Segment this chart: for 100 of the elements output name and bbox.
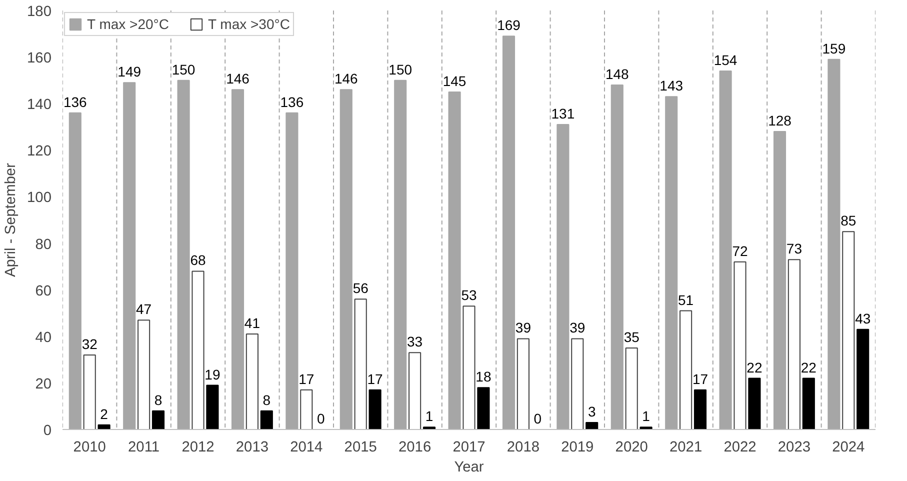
bar bbox=[788, 259, 800, 430]
legend-label: T max >30°C bbox=[208, 16, 290, 32]
bar bbox=[556, 124, 570, 430]
y-tick-label: 80 bbox=[35, 236, 52, 253]
bar bbox=[152, 410, 165, 430]
x-tick-label: 2023 bbox=[778, 440, 811, 456]
x-tick-label: 2022 bbox=[724, 440, 756, 456]
bar bbox=[856, 328, 870, 430]
data-label: 8 bbox=[262, 392, 271, 408]
bar bbox=[340, 89, 352, 430]
data-label: 73 bbox=[786, 240, 802, 257]
data-label: 143 bbox=[660, 78, 684, 94]
data-label: 1 bbox=[642, 408, 650, 424]
data-label: 136 bbox=[280, 94, 304, 110]
x-tick-label: 2024 bbox=[832, 440, 865, 456]
bar bbox=[192, 270, 204, 430]
bar bbox=[138, 320, 150, 430]
x-tick-label: 2011 bbox=[128, 440, 160, 456]
data-label: 8 bbox=[154, 392, 162, 408]
bar bbox=[828, 58, 840, 430]
x-tick-label: 2013 bbox=[236, 440, 269, 456]
data-label: 22 bbox=[800, 359, 817, 376]
bar bbox=[773, 131, 786, 430]
bar bbox=[368, 389, 382, 430]
y-tick-label: 160 bbox=[27, 50, 52, 67]
data-label: 72 bbox=[732, 242, 748, 259]
data-label: 136 bbox=[63, 94, 88, 110]
data-label: 53 bbox=[461, 287, 477, 304]
data-label: 39 bbox=[570, 320, 586, 336]
bar bbox=[354, 298, 367, 430]
data-label: 159 bbox=[822, 40, 846, 56]
bar bbox=[734, 261, 746, 430]
data-label: 18 bbox=[476, 368, 492, 385]
bar bbox=[68, 112, 82, 430]
data-label: 154 bbox=[714, 52, 738, 68]
x-tick-label: 2010 bbox=[73, 440, 106, 456]
bar bbox=[748, 378, 761, 430]
data-label: 17 bbox=[367, 370, 384, 387]
bar bbox=[206, 384, 219, 430]
x-tick-label: 2018 bbox=[506, 440, 540, 456]
bar bbox=[123, 82, 136, 430]
x-tick-label: 2015 bbox=[344, 440, 377, 456]
data-label: 1 bbox=[425, 408, 434, 424]
bar bbox=[177, 80, 190, 430]
y-tick-label: 100 bbox=[27, 190, 52, 206]
bar bbox=[625, 348, 638, 430]
bar bbox=[516, 338, 530, 430]
x-tick-label: 2019 bbox=[561, 440, 594, 456]
bar bbox=[802, 378, 815, 430]
data-label: 51 bbox=[678, 292, 694, 308]
bar bbox=[694, 389, 707, 430]
y-tick-label: 180 bbox=[27, 4, 52, 20]
data-label: 0 bbox=[534, 410, 542, 426]
data-label: 2 bbox=[100, 406, 108, 422]
y-axis-title: April - September bbox=[3, 162, 20, 278]
bar bbox=[610, 84, 624, 430]
data-label: 0 bbox=[316, 410, 325, 426]
y-tick-label: 20 bbox=[35, 376, 52, 392]
data-label: 47 bbox=[136, 301, 152, 318]
data-label: 17 bbox=[298, 370, 314, 387]
bar bbox=[719, 70, 732, 430]
bar bbox=[448, 91, 461, 430]
data-label: 43 bbox=[855, 310, 871, 326]
data-label: 22 bbox=[746, 359, 762, 376]
data-label: 85 bbox=[840, 212, 856, 229]
y-tick-label: 120 bbox=[27, 144, 52, 160]
data-label: 128 bbox=[768, 112, 792, 129]
bar bbox=[300, 389, 313, 430]
data-label: 145 bbox=[442, 72, 466, 89]
bar bbox=[680, 310, 692, 430]
bar bbox=[571, 338, 584, 430]
x-tick-label: 2020 bbox=[615, 440, 648, 456]
data-label: 56 bbox=[352, 280, 369, 296]
bar bbox=[246, 334, 258, 430]
data-label: 19 bbox=[204, 366, 220, 382]
bar bbox=[462, 306, 476, 430]
data-label: 150 bbox=[388, 61, 412, 78]
y-tick-label: 140 bbox=[27, 97, 52, 114]
data-label: 150 bbox=[172, 61, 196, 78]
bar bbox=[502, 36, 516, 430]
data-label: 39 bbox=[515, 320, 532, 336]
x-tick-label: 2014 bbox=[290, 440, 323, 456]
data-label: 169 bbox=[497, 17, 521, 34]
y-tick-label: 60 bbox=[35, 283, 52, 300]
bar bbox=[83, 354, 96, 430]
bar bbox=[842, 231, 855, 430]
y-tick-label: 0 bbox=[43, 423, 52, 439]
bar bbox=[477, 387, 490, 430]
data-label: 146 bbox=[334, 70, 358, 87]
data-label: 131 bbox=[551, 106, 575, 122]
x-tick-label: 2021 bbox=[670, 440, 702, 456]
y-tick-label: 40 bbox=[35, 330, 52, 346]
bar bbox=[665, 96, 678, 430]
x-tick-label: 2017 bbox=[452, 440, 486, 456]
bar bbox=[394, 80, 407, 430]
bar bbox=[286, 112, 298, 430]
data-label: 149 bbox=[118, 64, 142, 80]
legend-label: T max >20°C bbox=[87, 16, 169, 32]
x-axis-title: Year bbox=[454, 460, 484, 476]
data-label: 68 bbox=[190, 252, 206, 268]
